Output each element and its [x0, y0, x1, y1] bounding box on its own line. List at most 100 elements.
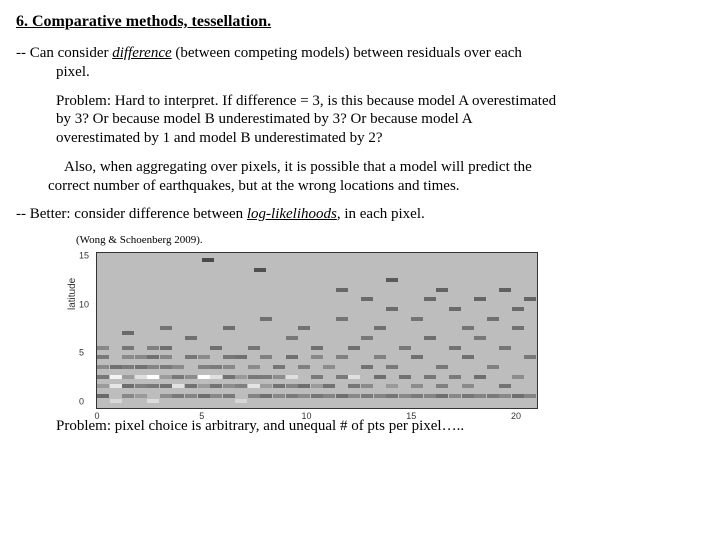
chart-cell — [147, 375, 159, 379]
chart-cell — [524, 394, 536, 398]
chart-cell — [487, 317, 499, 321]
chart-cell — [374, 326, 386, 330]
chart-cell — [462, 394, 474, 398]
bottom-problem: Problem: pixel choice is arbitrary, and … — [56, 417, 704, 436]
y-tick: 0 — [79, 396, 84, 407]
chart-cell — [311, 375, 323, 379]
chart-cell — [436, 288, 448, 292]
chart-cell — [172, 365, 184, 369]
chart-cell — [348, 384, 360, 388]
chart-cell — [160, 355, 172, 359]
chart-cell — [147, 346, 159, 350]
chart-cell — [97, 375, 109, 379]
chart-cell — [110, 375, 122, 379]
chart-cell — [198, 384, 210, 388]
chart-cell — [336, 288, 348, 292]
chart-cell — [361, 384, 373, 388]
chart-cell — [474, 375, 486, 379]
p1-em: difference — [112, 45, 171, 61]
chart-cell — [386, 365, 398, 369]
chart-cell — [512, 375, 524, 379]
y-tick: 5 — [79, 347, 84, 358]
chart-cell — [260, 384, 272, 388]
chart-cell — [286, 384, 298, 388]
chart-cell — [298, 326, 310, 330]
chart-cell — [223, 394, 235, 398]
chart-cell — [135, 394, 147, 398]
chart-cell — [336, 355, 348, 359]
chart-cell — [248, 384, 260, 388]
p3-b: correct number of earthquakes, but at th… — [48, 177, 460, 196]
chart-cell — [361, 365, 373, 369]
chart-cell — [223, 355, 235, 359]
chart-cell — [97, 365, 109, 369]
chart-cell — [411, 384, 423, 388]
chart-cell — [336, 375, 348, 379]
chart-cell — [323, 365, 335, 369]
chart-cell — [273, 394, 285, 398]
chart-cell — [97, 394, 109, 398]
section-title: 6. Comparative methods, tessellation. — [16, 12, 704, 32]
chart-cell — [512, 307, 524, 311]
chart-cell — [524, 297, 536, 301]
chart-cell — [424, 394, 436, 398]
chart-cell — [248, 365, 260, 369]
chart-cell — [248, 346, 260, 350]
chart-cell — [97, 355, 109, 359]
p4-em: log-likelihoods — [247, 206, 337, 222]
chart-cell — [135, 365, 147, 369]
chart-cell — [147, 384, 159, 388]
chart-cell — [273, 365, 285, 369]
p1-b: (between competing models) between resid… — [172, 45, 522, 61]
chart-cell — [374, 394, 386, 398]
p1-a: -- Can consider — [16, 45, 112, 61]
chart-cell — [336, 317, 348, 321]
x-tick: 5 — [199, 411, 204, 422]
chart-cell — [223, 365, 235, 369]
chart-cell — [361, 336, 373, 340]
chart-cell — [462, 355, 474, 359]
chart-cell — [273, 384, 285, 388]
chart-cell — [235, 375, 247, 379]
chart-cell — [474, 297, 486, 301]
para-1: -- Can consider difference (between comp… — [16, 44, 704, 82]
chart-cell — [424, 336, 436, 340]
chart-cell — [449, 394, 461, 398]
chart-cell — [185, 336, 197, 340]
chart-cell — [449, 375, 461, 379]
chart-cell — [374, 355, 386, 359]
chart-cell — [411, 317, 423, 321]
chart-cell — [235, 384, 247, 388]
chart-cell — [185, 394, 197, 398]
chart-cell — [122, 384, 134, 388]
chart-cell — [122, 394, 134, 398]
chart-cell — [411, 394, 423, 398]
p3-a: Also, when aggregating over pixels, it i… — [64, 159, 532, 175]
chart-cell — [198, 365, 210, 369]
x-tick: 15 — [406, 411, 416, 422]
chart-cell — [311, 394, 323, 398]
chart-cell — [223, 375, 235, 379]
chart-cell — [286, 394, 298, 398]
chart-cell — [361, 297, 373, 301]
chart-cell — [386, 384, 398, 388]
chart-cell — [160, 394, 172, 398]
tessellation-chart: latitude 05101505101520 — [96, 252, 538, 409]
chart-cell — [135, 375, 147, 379]
p4-b: , in each pixel. — [337, 206, 425, 222]
chart-cell — [386, 278, 398, 282]
chart-cell — [135, 384, 147, 388]
chart-cell — [298, 394, 310, 398]
chart-cell — [122, 346, 134, 350]
chart-cell — [424, 297, 436, 301]
p2-b: by 3? Or because model B underestimated … — [56, 111, 473, 127]
chart-cell — [235, 355, 247, 359]
chart-cell — [311, 384, 323, 388]
chart-cell — [260, 375, 272, 379]
chart-cell — [298, 365, 310, 369]
chart-cell — [172, 375, 184, 379]
chart-cell — [160, 384, 172, 388]
chart-cell — [487, 365, 499, 369]
chart-cell — [462, 384, 474, 388]
chart-cell — [436, 384, 448, 388]
